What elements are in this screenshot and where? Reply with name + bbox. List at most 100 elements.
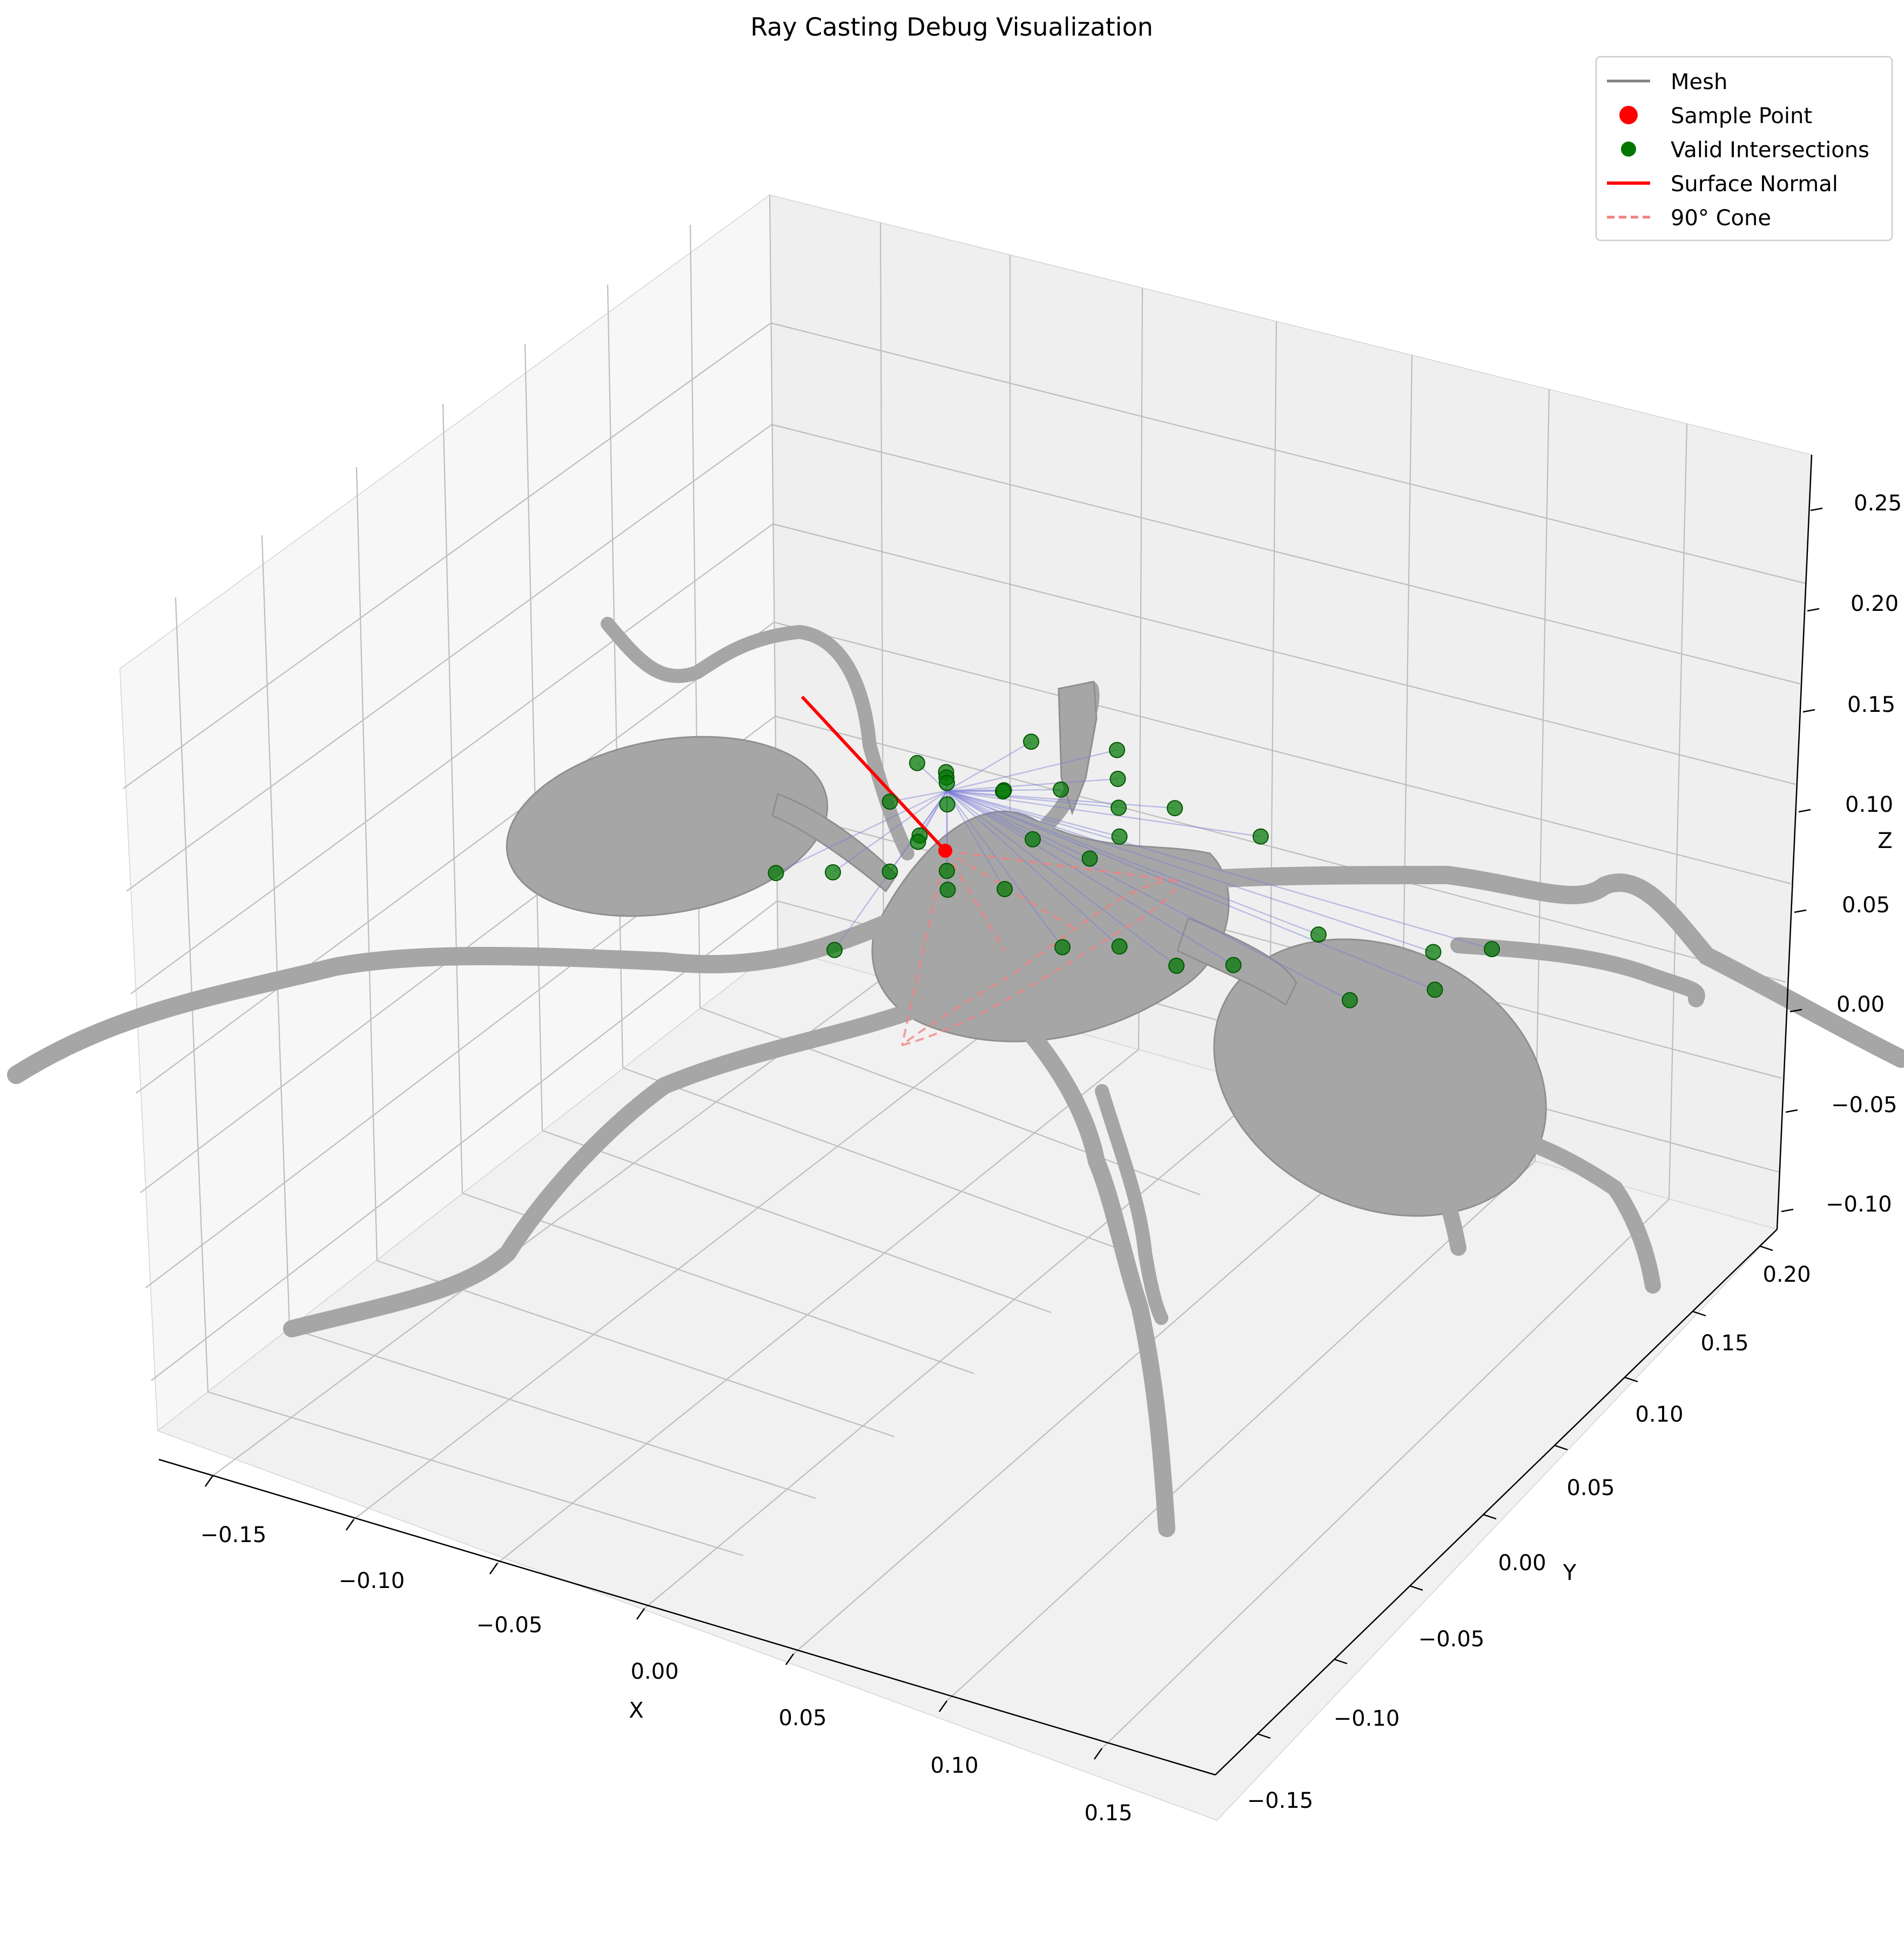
ray-line xyxy=(946,790,1006,890)
ray-line xyxy=(946,790,1033,840)
z-tick-label: 0.25 xyxy=(1854,491,1902,516)
ray-line xyxy=(946,790,1350,1001)
x-tick-mark xyxy=(204,1475,214,1487)
mesh-antenna-left xyxy=(601,617,914,860)
x-tick-mark xyxy=(345,1519,355,1531)
ray-lines xyxy=(775,741,1492,1001)
intersection-point xyxy=(1053,781,1069,798)
x-tick-mark xyxy=(938,1700,948,1712)
intersection-point xyxy=(1342,992,1358,1008)
surface-normal-line xyxy=(800,695,947,852)
intersection-point xyxy=(939,863,955,879)
x-tick-mark xyxy=(785,1653,795,1665)
ray-line xyxy=(946,790,1492,950)
y-tick-label: −0.15 xyxy=(1247,1788,1314,1813)
mesh-leg-hind-right-2 xyxy=(1450,937,1705,1007)
intersection-point xyxy=(995,783,1011,800)
z-axis-label: Z xyxy=(1878,829,1892,853)
x-axis: −0.15 −0.10 −0.05 0.00 0.05 0.10 0.15 X xyxy=(158,1458,1216,1826)
y-tick-label: −0.05 xyxy=(1418,1627,1485,1652)
intersection-point xyxy=(1111,828,1128,845)
intersection-point xyxy=(1253,828,1269,845)
intersection-point xyxy=(1081,850,1098,867)
legend-box xyxy=(1595,56,1893,241)
y-tick-label: −0.10 xyxy=(1334,1706,1400,1731)
x-tick-label: 0.15 xyxy=(1084,1801,1132,1826)
intersection-point xyxy=(768,865,784,881)
z-tick-label: 0.15 xyxy=(1847,692,1895,717)
intersection-point xyxy=(882,863,898,880)
z-tick-mark xyxy=(1781,1208,1794,1213)
x-tick-label: −0.15 xyxy=(200,1523,267,1547)
intersection-point xyxy=(909,755,925,771)
intersection-point xyxy=(1023,734,1039,750)
intersection-point xyxy=(939,775,955,791)
x-axis-line xyxy=(158,1458,1216,1776)
z-tick-label: 0.05 xyxy=(1842,893,1890,918)
z-tick-label: −0.10 xyxy=(1826,1192,1892,1217)
mesh-leg-back-right-low xyxy=(1493,1126,1661,1294)
intersection-point xyxy=(939,881,956,898)
y-tick-mark xyxy=(1409,1585,1423,1591)
z-tick-mark xyxy=(1789,1008,1802,1013)
mesh-leg-mid-left xyxy=(283,996,938,1337)
z-tick-mark xyxy=(1798,809,1811,813)
ray-line xyxy=(946,790,1177,966)
mesh-antenna-right-tip xyxy=(1058,681,1098,816)
mesh-leg-hind-right xyxy=(1179,865,1904,1068)
ray-line xyxy=(946,790,1119,809)
intersection-point xyxy=(1111,799,1127,816)
y-tick-label: 0.00 xyxy=(1498,1551,1546,1576)
ray-line xyxy=(946,790,1175,809)
intersection-point xyxy=(1109,771,1126,787)
z-tick-label: 0.00 xyxy=(1836,992,1885,1017)
z-tick-mark xyxy=(1807,608,1820,612)
ant-mesh xyxy=(7,617,1904,1537)
intersection-point xyxy=(1310,926,1327,943)
x-tick-mark xyxy=(1093,1748,1103,1760)
y-tick-label: 0.05 xyxy=(1566,1476,1614,1500)
intersection-points xyxy=(768,734,1500,1008)
grid-lines xyxy=(123,194,1813,1749)
intersection-point xyxy=(1225,957,1242,973)
x-tick-label: 0.05 xyxy=(778,1706,826,1731)
z-axis-line xyxy=(1776,454,1813,1230)
legend-label: Sample Point xyxy=(1671,104,1812,129)
x-tick-mark xyxy=(489,1563,499,1574)
z-tick-label: 0.10 xyxy=(1845,792,1893,817)
intersection-point xyxy=(1054,939,1071,955)
x-axis-label: X xyxy=(629,1698,643,1723)
y-tick-mark xyxy=(1759,1245,1773,1251)
chart-title: Ray Casting Debug Visualization xyxy=(750,12,1153,42)
ray-line xyxy=(946,790,1435,991)
ray-line xyxy=(946,778,1118,792)
x-tick-label: 0.00 xyxy=(630,1659,678,1684)
mesh-neck xyxy=(771,793,898,893)
intersection-point xyxy=(882,793,898,810)
legend-intersections-swatch xyxy=(1621,142,1636,157)
intersection-point xyxy=(1427,981,1443,998)
ray-line xyxy=(946,741,1032,792)
y-axis-line xyxy=(1215,1229,1778,1775)
z-tick-label: −0.05 xyxy=(1831,1093,1898,1118)
sample-point-marker xyxy=(938,844,952,858)
y-tick-mark xyxy=(1334,1658,1348,1665)
cone-edge-1 xyxy=(901,850,946,1046)
x-tick-label: −0.05 xyxy=(476,1613,543,1638)
intersection-point xyxy=(1167,800,1183,817)
intersection-point xyxy=(1168,958,1185,974)
mesh-leg-mid-center xyxy=(1007,1007,1175,1537)
x-tick-label: −0.10 xyxy=(339,1569,405,1593)
intersection-point xyxy=(1109,742,1125,758)
ray-line xyxy=(946,790,1120,947)
z-tick-mark xyxy=(1802,709,1815,713)
x-tick-label: 0.10 xyxy=(930,1753,978,1778)
z-tick-label: 0.20 xyxy=(1851,591,1899,616)
intersection-point xyxy=(826,941,843,958)
y-tick-label: 0.15 xyxy=(1700,1331,1748,1356)
ray-line xyxy=(946,790,1319,936)
legend: Mesh Sample Point Valid Intersections Su… xyxy=(1595,56,1893,241)
intersection-point xyxy=(939,796,956,813)
y-tick-mark xyxy=(1483,1513,1497,1520)
